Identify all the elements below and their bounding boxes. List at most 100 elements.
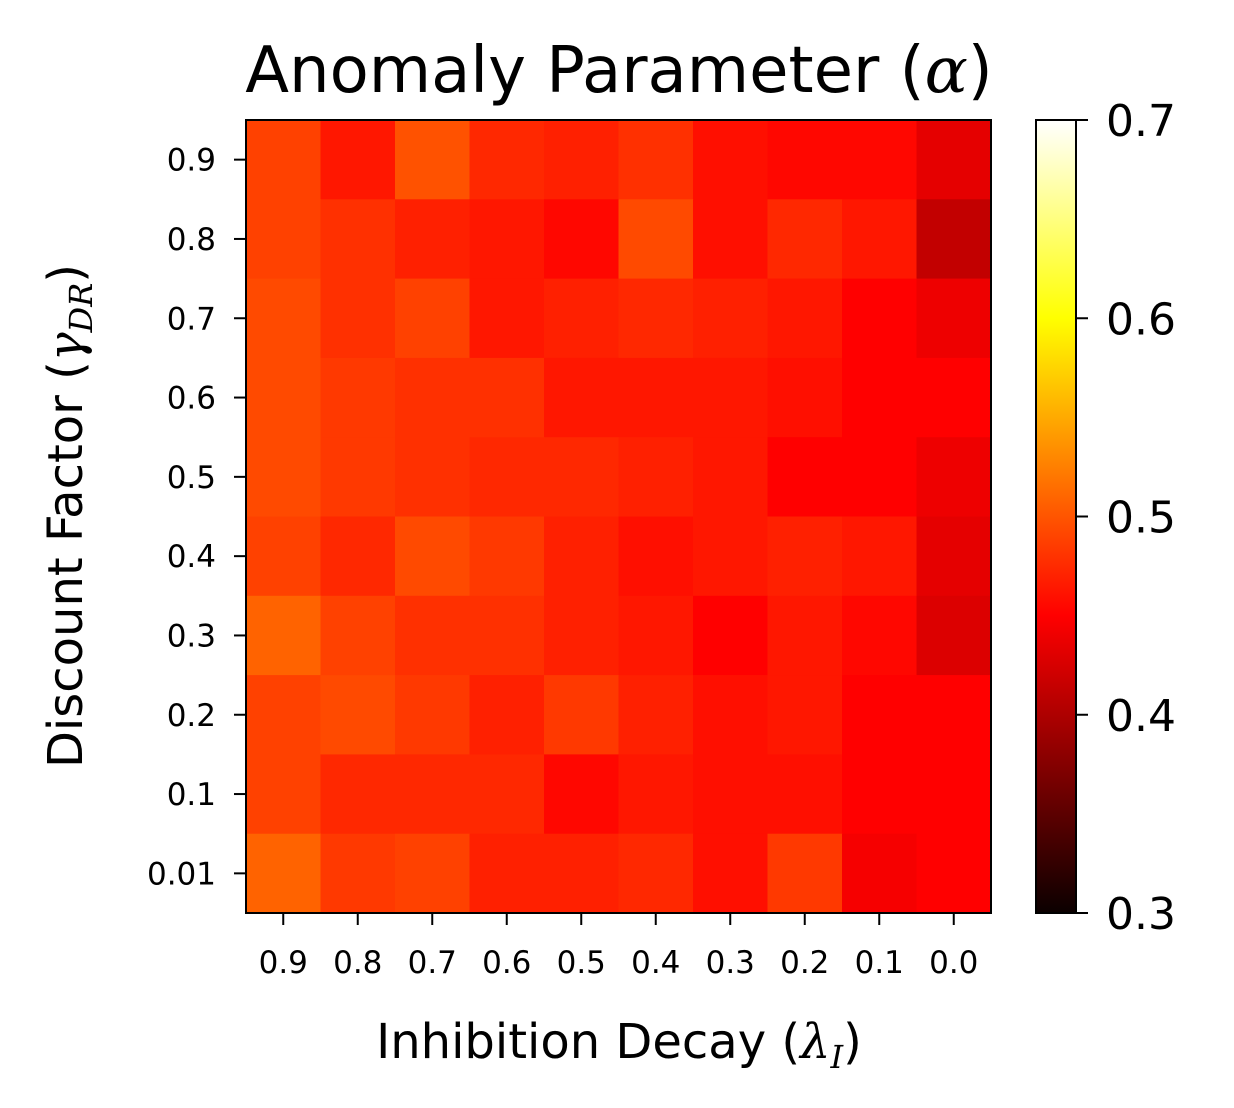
heatmap-cell: [842, 516, 918, 597]
x-tick-label: 0.2: [780, 945, 829, 981]
heatmap-cell: [767, 516, 843, 597]
x-tick-label: 0.7: [408, 945, 457, 981]
heatmap-cell: [469, 437, 545, 518]
heatmap-cell: [469, 278, 545, 359]
heatmap-cell: [618, 833, 694, 914]
heatmap-cell: [544, 199, 620, 280]
heatmap-cell: [395, 754, 471, 835]
colorbar-tick-label: 0.3: [1106, 889, 1176, 940]
colorbar-tick-label: 0.6: [1106, 294, 1176, 345]
heatmap-cell: [916, 437, 992, 518]
heatmap-cell: [693, 437, 769, 518]
heatmap-cell: [842, 357, 918, 438]
x-tick-label: 0.9: [259, 945, 308, 981]
colorbar: [1035, 119, 1077, 914]
heatmap-cell: [842, 833, 918, 914]
heatmap-cell: [916, 278, 992, 359]
x-tick-label: 0.3: [706, 945, 755, 981]
plot-frame: [245, 119, 992, 914]
heatmap-cell: [544, 754, 620, 835]
heatmap-cell: [693, 278, 769, 359]
heatmap-cell: [320, 199, 396, 280]
y-tick-label: 0.9: [167, 143, 216, 179]
y-tick-label: 0.1: [167, 777, 216, 813]
heatmap-cell: [246, 595, 322, 676]
heatmap-cell: [618, 675, 694, 755]
heatmap-cell: [395, 357, 471, 438]
heatmap-cell: [916, 120, 992, 200]
heatmap-cell: [618, 357, 694, 438]
heatmap-cell: [320, 278, 396, 359]
heatmap-cell: [246, 357, 322, 438]
heatmap-cell: [469, 199, 545, 280]
heatmap-cell: [693, 754, 769, 835]
heatmap-cell: [469, 120, 545, 200]
x-tick-label: 0.5: [557, 945, 606, 981]
heatmap-cell: [916, 833, 992, 914]
x-axis-label: Inhibition Decay (λI): [376, 1014, 862, 1076]
heatmap-cell: [246, 754, 322, 835]
heatmap-cell: [618, 595, 694, 676]
heatmap-cell: [395, 199, 471, 280]
heatmap-cell: [320, 595, 396, 676]
heatmap-cell: [916, 675, 992, 755]
colorbar-ticks: 0.3 0.4 0.5 0.6 0.7: [1076, 96, 1176, 940]
y-tick-label: 0.01: [147, 856, 216, 892]
heatmap-cell: [842, 437, 918, 518]
heatmap-cell: [469, 833, 545, 914]
heatmap-cell: [916, 754, 992, 835]
heatmap-cell: [544, 516, 620, 597]
heatmap-cell: [618, 437, 694, 518]
heatmap-cell: [469, 754, 545, 835]
y-tick-label: 0.5: [167, 460, 216, 496]
heatmap-cell: [469, 675, 545, 755]
heatmap-cell: [544, 357, 620, 438]
heatmap-cell: [320, 833, 396, 914]
heatmap-cell: [395, 120, 471, 200]
heatmap-cell: [320, 357, 396, 438]
heatmap-cell: [544, 833, 620, 914]
heatmap-cell: [544, 595, 620, 676]
heatmap-cells: [246, 120, 992, 914]
heatmap-cell: [469, 357, 545, 438]
heatmap-cell: [842, 199, 918, 280]
chart-title: Anomaly Parameter (α): [245, 34, 993, 108]
x-tick-label: 0.8: [333, 945, 382, 981]
y-tick-label: 0.3: [167, 618, 216, 654]
heatmap-cell: [842, 595, 918, 676]
x-axis-ticks: 0.9 0.8 0.7 0.6 0.5 0.4 0.3 0.2 0.1 0.0: [259, 913, 978, 981]
heatmap-cell: [246, 516, 322, 597]
heatmap-cell: [693, 833, 769, 914]
heatmap-cell: [618, 120, 694, 200]
y-axis-ticks: 0.9 0.8 0.7 0.6 0.5 0.4 0.3 0.2 0.1 0.01: [147, 143, 246, 892]
heatmap-cell: [469, 516, 545, 597]
colorbar-tick-label: 0.5: [1106, 493, 1176, 544]
heatmap-cell: [693, 120, 769, 200]
heatmap-cell: [246, 437, 322, 518]
heatmap-cell: [618, 278, 694, 359]
heatmap-cell: [395, 675, 471, 755]
heatmap-cell: [320, 754, 396, 835]
heatmap-cell: [767, 199, 843, 280]
x-tick-label: 0.6: [482, 945, 531, 981]
y-tick-label: 0.8: [167, 222, 216, 258]
heatmap-cell: [618, 199, 694, 280]
y-axis-label: Discount Factor (γDR): [38, 264, 100, 768]
heatmap-cell: [618, 754, 694, 835]
heatmap-cell: [320, 120, 396, 200]
heatmap-cell: [693, 595, 769, 676]
x-tick-label: 0.1: [855, 945, 904, 981]
heatmap-cell: [842, 278, 918, 359]
y-tick-label: 0.6: [167, 381, 216, 417]
x-tick-label: 0.0: [929, 945, 978, 981]
heatmap-cell: [544, 437, 620, 518]
y-tick-label: 0.7: [167, 301, 216, 337]
heatmap-cell: [246, 120, 322, 200]
colorbar-tick-label: 0.4: [1106, 691, 1176, 742]
heatmap-cell: [395, 437, 471, 518]
heatmap-cell: [246, 278, 322, 359]
heatmap-cell: [544, 278, 620, 359]
heatmap-cell: [767, 754, 843, 835]
heatmap-cell: [395, 516, 471, 597]
heatmap-cell: [767, 278, 843, 359]
